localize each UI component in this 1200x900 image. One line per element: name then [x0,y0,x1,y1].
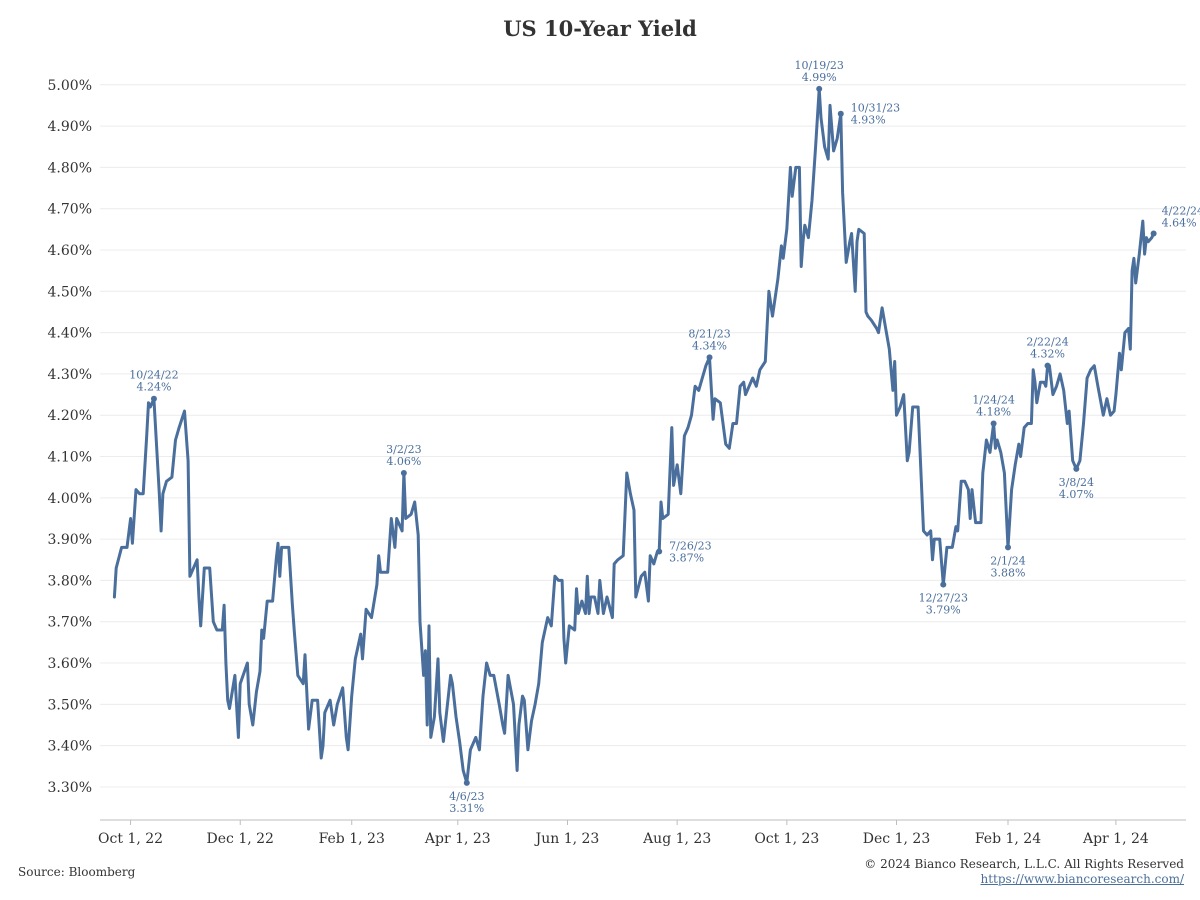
annotation-value-label: 3.79% [926,604,961,617]
annotation-value-label: 3.88% [991,566,1026,579]
x-tick-label: Oct 1, 23 [754,831,819,847]
annotation-value-label: 3.87% [669,552,704,565]
x-tick-label: Apr 1, 23 [424,831,491,847]
y-tick-label: 3.40% [48,739,92,755]
annotation-marker [1073,465,1080,472]
y-tick-label: 4.10% [48,450,92,466]
y-tick-label: 4.90% [48,119,92,135]
source-note: Source: Bloomberg [18,865,136,879]
annotation-date-label: 10/19/23 [795,59,844,72]
y-tick-label: 4.20% [48,408,92,424]
annotations: 10/24/224.24% 3/2/234.06% 4/6/233.31% 7/26/… [129,59,1200,815]
y-tick-label: 4.80% [48,160,92,176]
annotation-marker [1150,230,1157,237]
annotation-marker [940,581,947,588]
annotation-value-label: 4.64% [1162,216,1197,229]
yield-series-line [112,87,1156,785]
y-tick-label: 4.50% [48,284,92,300]
annotation-value-label: 4.32% [1030,348,1065,361]
y-tick-label: 4.60% [48,243,92,259]
annotation-date-label: 12/27/23 [919,592,968,605]
annotation-marker [400,470,407,477]
annotation-value-label: 4.06% [386,455,421,468]
axes: 3.30% 3.40% 3.50% 3.60% 3.70% 3.80% 3.90% 4.00%… [48,78,1186,847]
y-tick-label: 4.70% [48,202,92,218]
annotation-date-label: 3/8/24 [1059,476,1094,489]
annotation-date-label: 2/22/24 [1026,336,1068,349]
y-tick-label: 4.30% [48,367,92,383]
annotation-marker [990,420,997,427]
y-tick-label: 3.80% [48,573,92,589]
annotation-marker [463,779,470,786]
annotation-date-label: 10/24/22 [129,369,178,382]
x-tick-label: Dec 1, 23 [863,831,930,847]
annotation-value-label: 4.18% [976,405,1011,418]
annotation-marker [656,548,663,555]
y-tick-label: 4.40% [48,326,92,342]
website-link[interactable]: https://www.biancoresearch.com/ [980,872,1184,886]
annotation-value-label: 3.31% [449,802,484,815]
annotation-date-label: 4/22/24 [1162,204,1200,217]
x-tick-label: Oct 1, 22 [98,831,163,847]
x-tick-label: Feb 1, 24 [975,831,1041,847]
annotation-value-label: 4.34% [692,339,727,352]
gridlines [100,84,1186,788]
copyright-note: © 2024 Bianco Research, L.L.C. All Right… [864,857,1184,871]
y-tick-label: 3.60% [48,656,92,672]
x-tick-label: Feb 1, 23 [319,831,385,847]
annotation-marker [1004,544,1011,551]
annotation-value-label: 4.24% [136,381,171,394]
y-tick-label: 3.70% [48,615,92,631]
chart-title: US 10-Year Yield [503,16,697,41]
annotation-value-label: 4.07% [1059,488,1094,501]
annotation-marker [816,85,823,92]
annotation-marker [150,395,157,402]
annotation-date-label: 4/6/23 [449,790,484,803]
annotation-date-label: 1/24/24 [972,393,1014,406]
annotation-date-label: 3/2/23 [386,443,421,456]
annotation-date-label: 2/1/24 [990,554,1025,567]
x-tick-label: Apr 1, 24 [1082,831,1149,847]
x-tick-label: Aug 1, 23 [642,831,711,847]
x-tick-label: Dec 1, 22 [207,831,274,847]
series-layer [112,87,1156,785]
annotation-marker [837,110,844,117]
y-tick-label: 3.90% [48,532,92,548]
y-tick-label: 5.00% [48,78,92,94]
annotation-value-label: 4.99% [802,71,837,84]
annotation-value-label: 4.93% [851,114,886,127]
annotation-date-label: 7/26/23 [669,540,711,553]
annotation-date-label: 8/21/23 [688,327,730,340]
y-tick-label: 4.00% [48,491,92,507]
annotation-date-label: 10/31/23 [851,102,900,115]
x-tick-label: Jun 1, 23 [534,831,600,847]
y-tick-label: 3.50% [48,697,92,713]
y-tick-label: 3.30% [48,780,92,796]
annotation-marker [1044,362,1051,369]
annotation-marker [706,354,713,361]
